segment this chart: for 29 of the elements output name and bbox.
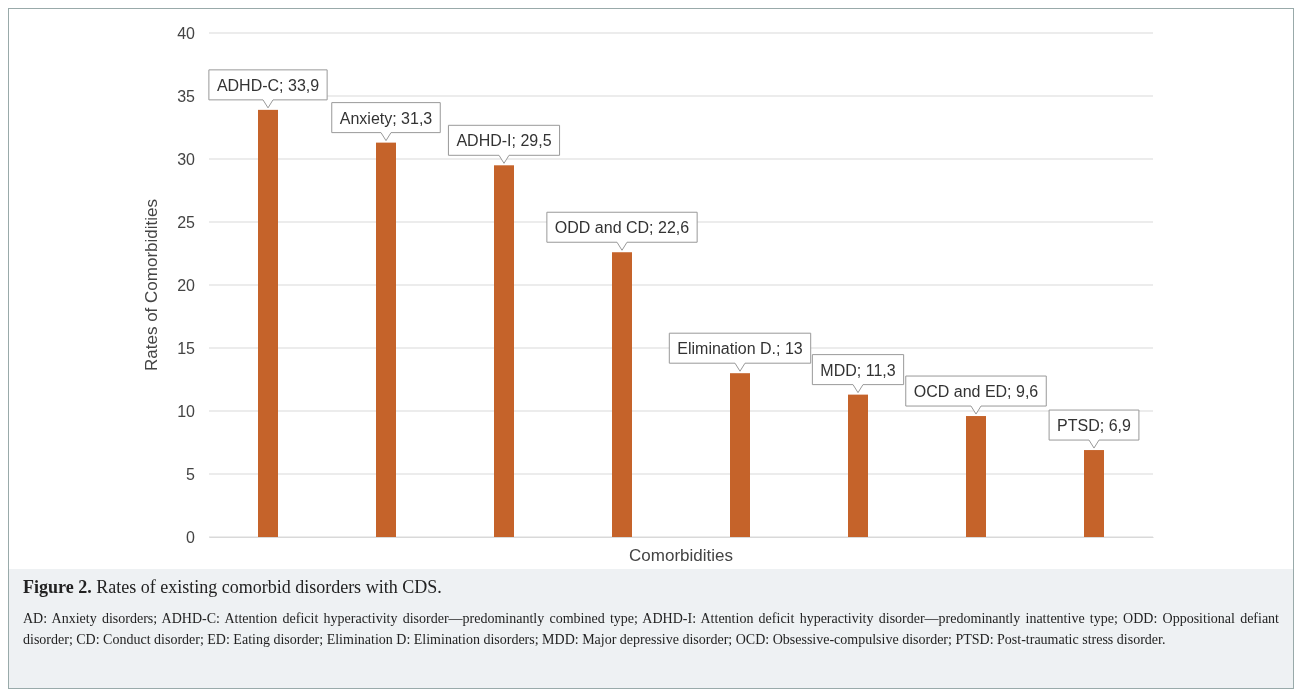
text: Figure 2. Rates of existing comorbid disorders with CDS. (23, 577, 442, 597)
bar (612, 252, 632, 537)
data-label: Elimination D.; 13 (677, 340, 803, 358)
y-tick-label: 30 (177, 150, 196, 168)
y-tick-label: 15 (177, 339, 196, 357)
y-axis-title: Rates of Comorbidities (142, 199, 161, 371)
x-axis-title: Comorbidities (629, 546, 733, 565)
data-label: MDD; 11,3 (820, 361, 896, 379)
y-tick-label: 25 (177, 213, 196, 231)
data-label: OCD and ED; 9,6 (913, 383, 1039, 401)
y-tick-label: 35 (177, 87, 196, 105)
bar (494, 165, 514, 537)
data-label: ADHD-I; 29,5 (456, 132, 552, 150)
data-label: ODD and CD; 22,6 (554, 219, 690, 237)
text: AD: Anxiety disorders; ADHD-C: Attention deficit hyperactivity disorder—predominantly combined type; ADHD-I: Attention deficit hyperactivity disorder—predominantly inattentive type; ODD: Oppositional defiant disorder; CD: Conduct disorder; ED: Eating disorder; Elimination D: Elimination disorders; MDD: Major depressive disorder; OCD: Obsessive-compulsive disorder; PTSD: Post-traumatic stress disorder. (23, 610, 1279, 649)
data-label: PTSD; 6,9 (1057, 417, 1131, 435)
y-tick-label: 5 (186, 465, 196, 483)
bar (1084, 450, 1104, 537)
y-tick-label: 40 (177, 24, 196, 42)
bar (730, 373, 750, 537)
y-tick-label: 0 (186, 528, 196, 546)
data-label: Anxiety; 31,3 (339, 109, 433, 127)
y-tick-label: 10 (177, 402, 196, 420)
data-label: ADHD-C; 33,9 (216, 76, 320, 94)
bar (258, 109, 278, 537)
bar (848, 394, 868, 537)
y-tick-label: 20 (177, 276, 196, 294)
bar (376, 142, 396, 537)
bar (966, 416, 986, 537)
